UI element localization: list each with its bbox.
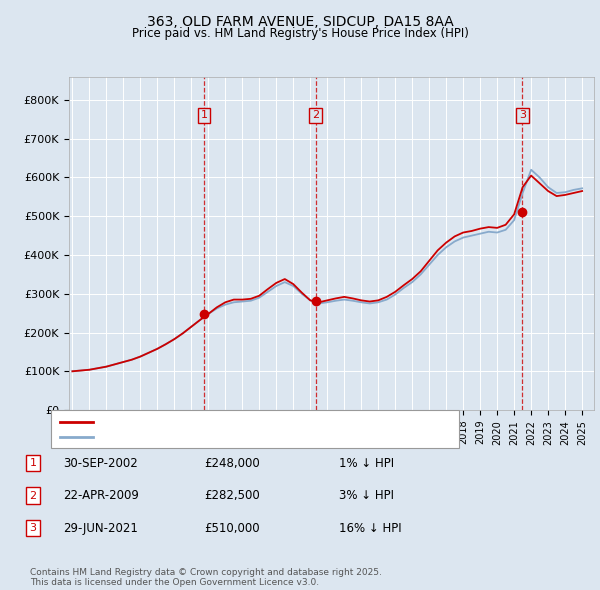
Text: Contains HM Land Registry data © Crown copyright and database right 2025.
This d: Contains HM Land Registry data © Crown c… xyxy=(30,568,382,587)
Text: 30-SEP-2002: 30-SEP-2002 xyxy=(63,457,138,470)
Text: £248,000: £248,000 xyxy=(204,457,260,470)
Text: 3: 3 xyxy=(519,110,526,120)
Text: 1% ↓ HPI: 1% ↓ HPI xyxy=(339,457,394,470)
Text: £282,500: £282,500 xyxy=(204,489,260,502)
Text: 16% ↓ HPI: 16% ↓ HPI xyxy=(339,522,401,535)
Text: 1: 1 xyxy=(29,458,37,468)
Text: HPI: Average price, detached house, Bexley: HPI: Average price, detached house, Bexl… xyxy=(99,432,327,442)
Text: Price paid vs. HM Land Registry's House Price Index (HPI): Price paid vs. HM Land Registry's House … xyxy=(131,27,469,40)
Text: 29-JUN-2021: 29-JUN-2021 xyxy=(63,522,138,535)
Text: 363, OLD FARM AVENUE, SIDCUP, DA15 8AA (detached house): 363, OLD FARM AVENUE, SIDCUP, DA15 8AA (… xyxy=(99,417,424,427)
Text: 363, OLD FARM AVENUE, SIDCUP, DA15 8AA: 363, OLD FARM AVENUE, SIDCUP, DA15 8AA xyxy=(146,15,454,29)
Text: 1: 1 xyxy=(200,110,208,120)
Text: 2: 2 xyxy=(312,110,319,120)
Text: 3% ↓ HPI: 3% ↓ HPI xyxy=(339,489,394,502)
Text: 22-APR-2009: 22-APR-2009 xyxy=(63,489,139,502)
Text: £510,000: £510,000 xyxy=(204,522,260,535)
Text: 3: 3 xyxy=(29,523,37,533)
Text: 2: 2 xyxy=(29,491,37,500)
